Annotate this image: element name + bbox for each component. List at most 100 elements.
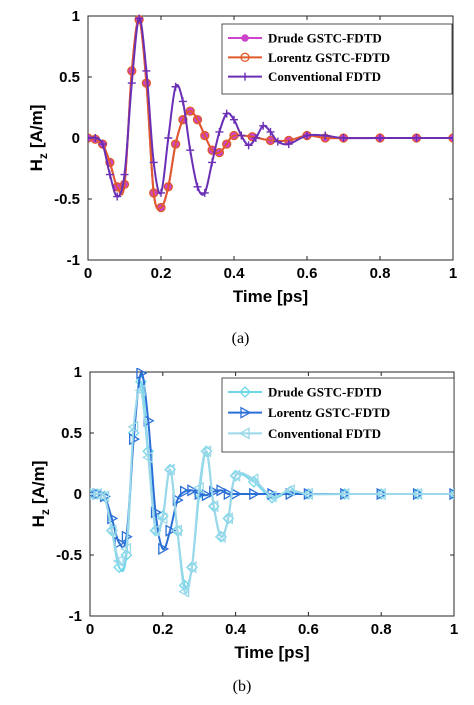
- data-point: [178, 97, 187, 106]
- data-point: [214, 147, 225, 158]
- y-tick-label: -0.5: [54, 191, 80, 208]
- data-point: [207, 500, 219, 513]
- x-tick-label: 1: [450, 621, 458, 638]
- data-point: [447, 490, 454, 498]
- legend-marker: [240, 406, 252, 419]
- x-tick-label: 0: [86, 621, 94, 638]
- data-point: [187, 484, 199, 497]
- data-point: [134, 384, 146, 397]
- y-tick-label: 0: [74, 486, 82, 503]
- legend-marker: [241, 34, 249, 42]
- data-point: [156, 202, 166, 213]
- y-tick-label: 1: [72, 8, 80, 25]
- data-point: [237, 131, 246, 140]
- data-point: [244, 141, 253, 150]
- x-tick-label: 0.8: [371, 621, 392, 638]
- data-point: [120, 542, 132, 556]
- legend-box: [221, 377, 455, 453]
- figure-caption: (a): [232, 330, 250, 347]
- data-point: [208, 158, 217, 167]
- x-tick-label: 0.4: [224, 265, 246, 282]
- legend-entry: Lorentz GSTC-FDTD: [268, 405, 390, 420]
- legend-entry: Drude GSTC-FDTD: [268, 385, 382, 400]
- legend-marker: [239, 386, 251, 398]
- x-tick-label: 0.8: [370, 265, 391, 282]
- data-point: [339, 134, 348, 142]
- data-point: [156, 512, 168, 525]
- data-point: [113, 192, 122, 201]
- data-point: [149, 524, 161, 537]
- y-axis-label-main: H: [29, 515, 48, 527]
- x-axis-label: Time [ps]: [234, 643, 309, 662]
- data-point: [107, 512, 119, 525]
- series-2: [90, 384, 454, 598]
- legend-marker: [238, 427, 250, 440]
- data-point: [259, 121, 268, 130]
- data-point: [412, 134, 421, 142]
- data-point: [98, 140, 107, 149]
- data-point: [127, 79, 136, 88]
- chart-b: 0 0.2 0.4 0.6 0.8 1 -1 -0.5 0 0.5 1 Time [ps] Hz [A/m…: [29, 364, 458, 695]
- y-axis-label-sub: z: [36, 153, 50, 159]
- data-point: [223, 487, 235, 501]
- data-point: [201, 489, 213, 502]
- y-axis-label: Hz [A/m]: [27, 105, 50, 172]
- data-point: [127, 420, 139, 434]
- data-point: [283, 484, 295, 497]
- data-point: [90, 487, 102, 501]
- data-point: [164, 134, 173, 142]
- y-axis-label: Hz [A/m]: [29, 461, 52, 528]
- data-point: [91, 134, 100, 142]
- data-point: [165, 524, 177, 537]
- data-point: [249, 487, 261, 501]
- data-point: [120, 170, 129, 179]
- data-point: [170, 139, 181, 149]
- data-point: [192, 481, 204, 495]
- y-tick-label: 1: [74, 364, 82, 381]
- x-tick-label: 0.2: [152, 621, 173, 638]
- data-point: [158, 542, 170, 556]
- data-point: [230, 115, 238, 124]
- y-axis-label-unit: [A/m]: [27, 105, 46, 148]
- x-tick-label: 1: [449, 265, 457, 282]
- x-tick-label: 0.6: [298, 621, 319, 638]
- legend-marker: [240, 52, 250, 62]
- data-point: [171, 82, 180, 91]
- data-point: [285, 487, 297, 501]
- legend-entry: Drude GSTC-FDTD: [268, 31, 382, 46]
- data-point: [209, 485, 221, 498]
- chart-a: 0 0.2 0.4 0.6 0.8 1 -1 -0.5 0 0.5 1 Time [ps] Hz [A/m…: [27, 8, 457, 347]
- data-point: [129, 432, 141, 446]
- data-point: [135, 14, 144, 23]
- y-axis-label-sub: z: [38, 509, 52, 515]
- data-point: [105, 157, 115, 168]
- y-tick-label: 0.5: [61, 425, 82, 442]
- data-point: [215, 127, 224, 136]
- series-line: [90, 372, 454, 551]
- data-point: [192, 115, 203, 125]
- data-point: [186, 146, 195, 155]
- legend-entry: Conventional FDTD: [268, 426, 381, 441]
- data-point: [247, 473, 259, 486]
- x-tick-label: 0.2: [151, 265, 172, 282]
- y-axis-label-main: H: [27, 159, 46, 171]
- data-point: [150, 506, 162, 519]
- data-point: [376, 134, 384, 142]
- data-point: [216, 484, 228, 497]
- series-line: [88, 17, 453, 198]
- data-point: [141, 451, 153, 464]
- data-point: [338, 487, 350, 501]
- data-point: [214, 530, 226, 543]
- data-point: [136, 368, 148, 380]
- x-tick-label: 0: [84, 265, 92, 282]
- data-point: [179, 485, 191, 498]
- data-point: [163, 182, 173, 192]
- data-point: [88, 134, 92, 142]
- data-point: [178, 585, 190, 598]
- data-point: [200, 130, 210, 141]
- legend: Drude GSTC-FDTD Lorentz GSTC-FDTD Conventi…: [221, 377, 455, 453]
- data-point: [90, 487, 95, 501]
- legend-entry: Lorentz GSTC-FDTD: [268, 50, 390, 65]
- data-point: [303, 131, 311, 140]
